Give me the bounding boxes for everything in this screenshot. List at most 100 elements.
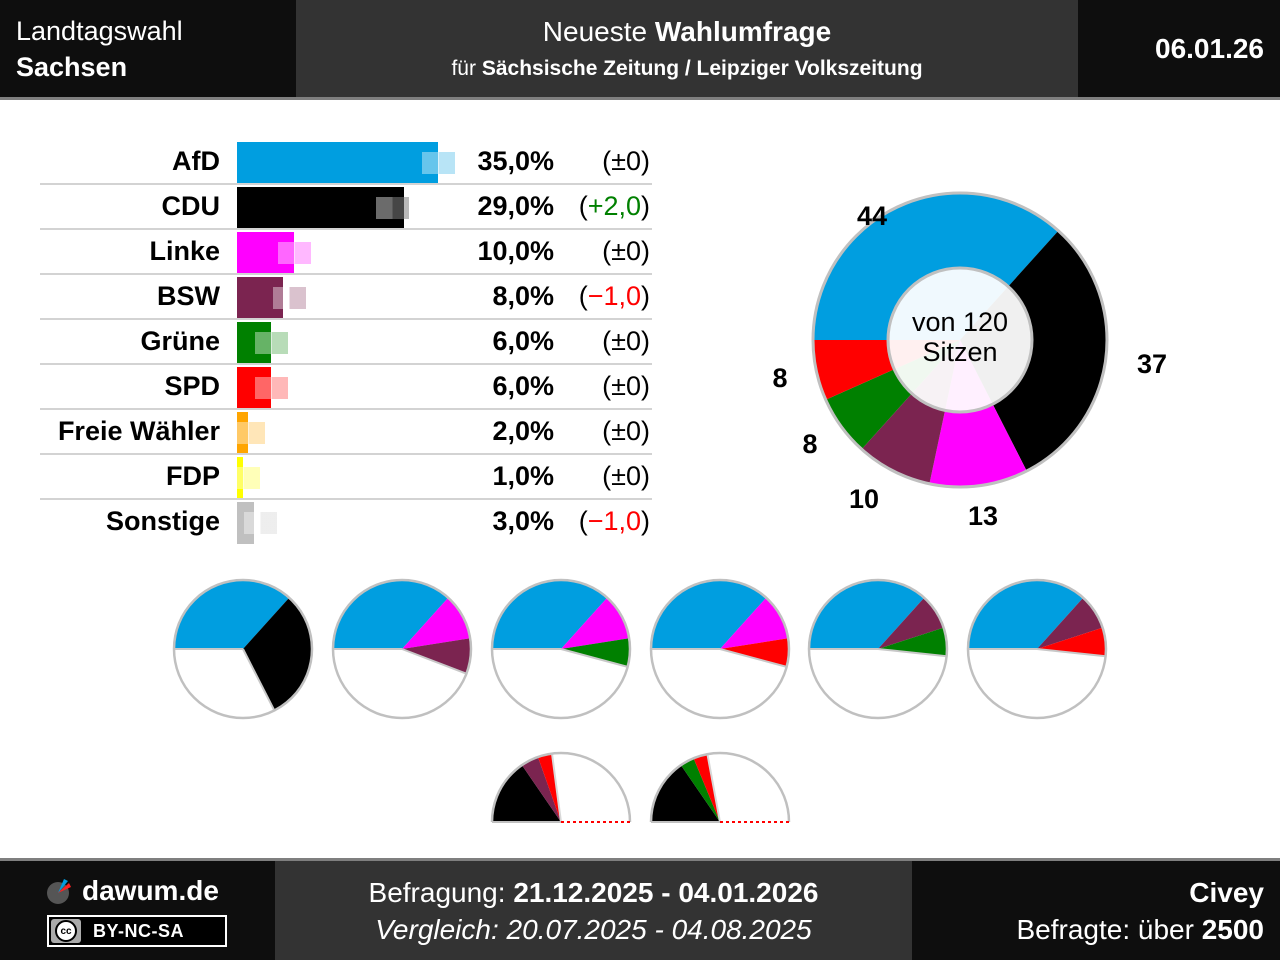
diff-value: −1,0 [587, 281, 641, 311]
party-label: CDU [161, 191, 221, 221]
row-separator [40, 498, 652, 500]
pie-slice-afd [968, 579, 1084, 649]
poll-date: 06.01.26 [1155, 33, 1264, 64]
diff-label: (±0) [602, 416, 650, 447]
survey-period: Befragung: 21.12.2025 - 04.01.2026 [275, 877, 912, 909]
cc-icon: cc [51, 919, 81, 943]
donut-center-label-1: von 120 [912, 307, 1008, 337]
half-pie-edge [706, 753, 721, 823]
license-badge[interactable]: cc BY-NC-SA [47, 915, 227, 947]
paren-close: ) [641, 146, 650, 176]
diff-label: (−1,0) [579, 506, 650, 537]
pie-slice-afd [174, 580, 290, 649]
pie-edge [560, 648, 628, 668]
paren-close: ) [641, 326, 650, 356]
half-pie-cdu-gruene-spd [649, 751, 791, 823]
bar [237, 457, 243, 499]
pie-slice-linke [402, 597, 471, 649]
value-label: 6,0% [492, 326, 554, 356]
coalition-pie-afd-linke-bsw [331, 578, 473, 720]
value-label: 6,0% [492, 371, 554, 401]
value-label: 29,0% [477, 191, 554, 221]
diff-value: ±0 [611, 461, 641, 491]
row-separator [40, 183, 652, 185]
bar-row-gruene: Grüne 6,0% (±0) [40, 320, 652, 365]
half-pie-slice-gruene [680, 758, 720, 822]
value-label: 1,0% [492, 461, 554, 491]
paren-open: ( [602, 461, 612, 491]
bar-row-linke: Linke 10,0% (±0) [40, 230, 652, 275]
pie-slice-bsw [402, 638, 471, 674]
value-label: 3,0% [492, 506, 554, 536]
bar [237, 277, 283, 319]
diff-label: (±0) [602, 461, 650, 492]
paren-open: ( [602, 416, 612, 446]
pie-slice-afd [651, 580, 767, 649]
coalition-pie-afd-cdu [172, 578, 314, 720]
seat-label-linke: 13 [968, 501, 998, 531]
party-label: Grüne [140, 326, 220, 356]
previous-value-marker [226, 467, 260, 489]
party-label: BSW [157, 281, 220, 311]
half-pie-outline [649, 751, 791, 823]
paren-close: ) [641, 371, 650, 401]
license-text: BY-NC-SA [93, 920, 185, 941]
brand[interactable]: dawum.de [46, 875, 219, 907]
bar-row-sonstige: Sonstige 3,0% (−1,0) [40, 500, 652, 545]
value-label: 8,0% [492, 281, 554, 311]
page-title: Neueste Wahlumfrage [296, 16, 1078, 48]
paren-open: ( [602, 326, 612, 356]
seat-label-afd: 44 [857, 201, 887, 231]
half-pie-slice-cdu [651, 765, 720, 822]
pie-slice-spd [720, 638, 789, 667]
coalition-pie-afd-linke-gruene [490, 578, 632, 720]
half-pie-slice-spd [537, 753, 561, 822]
half-pie-outline [490, 751, 632, 823]
header-title-panel: Neueste Wahlumfrage für Sächsische Zeitu… [296, 0, 1078, 97]
footer-brand-panel: dawum.de cc BY-NC-SA [0, 861, 275, 960]
pie-edge [1036, 648, 1106, 658]
title-bold: Wahlumfrage [654, 16, 832, 47]
pie-slice-bsw [878, 597, 944, 649]
survey-dates: 21.12.2025 - 04.01.2026 [513, 877, 819, 908]
diff-label: (−1,0) [579, 281, 650, 312]
bar [237, 322, 272, 364]
seat-label-cdu: 37 [1137, 349, 1167, 379]
subtitle-bold: Sächsische Zeitung / Leipziger Volkszeit… [481, 57, 923, 80]
pie-slice-bsw [1037, 597, 1103, 649]
paren-open: ( [578, 281, 588, 311]
pie-outline [649, 578, 791, 720]
paren-open: ( [602, 371, 612, 401]
previous-value-marker [376, 197, 410, 219]
diff-label: (+2,0) [579, 191, 650, 222]
diff-value: ±0 [611, 371, 641, 401]
half-pie-edge [551, 753, 562, 823]
row-separator [40, 273, 652, 275]
respondents-value: 2500 [1201, 914, 1264, 945]
paren-close: ) [641, 416, 650, 446]
pie-slice-linke [561, 597, 630, 649]
previous-value-marker [243, 512, 277, 534]
compare-label: Vergleich: [375, 914, 499, 945]
survey-label: Befragung: [368, 877, 506, 908]
pie-outline [807, 578, 949, 720]
header-divider [0, 97, 1280, 100]
bar-row-freie-waehler: Freie Wähler 2,0% (±0) [40, 410, 652, 455]
paren-close: ) [641, 191, 650, 221]
half-pie-slice-cdu [492, 765, 561, 822]
compare-period: Vergleich: 20.07.2025 - 04.08.2025 [275, 914, 912, 946]
pie-slice-spd [1037, 627, 1106, 657]
previous-value-marker [255, 377, 289, 399]
pie-slice-gruene [561, 638, 631, 667]
bar-row-bsw: BSW 8,0% (−1,0) [40, 275, 652, 320]
pie-slice-linke [720, 597, 789, 649]
diff-value: ±0 [611, 416, 641, 446]
bar [237, 367, 272, 409]
dawum-logo-icon [47, 879, 71, 904]
footer-institute-panel: Civey Befragte: über 2500 [912, 861, 1280, 960]
diff-label: (±0) [602, 326, 650, 357]
seat-slice-afd [813, 193, 1059, 340]
coalition-pies [172, 578, 1108, 823]
value-label: 35,0% [477, 146, 554, 176]
row-separator [40, 408, 652, 410]
